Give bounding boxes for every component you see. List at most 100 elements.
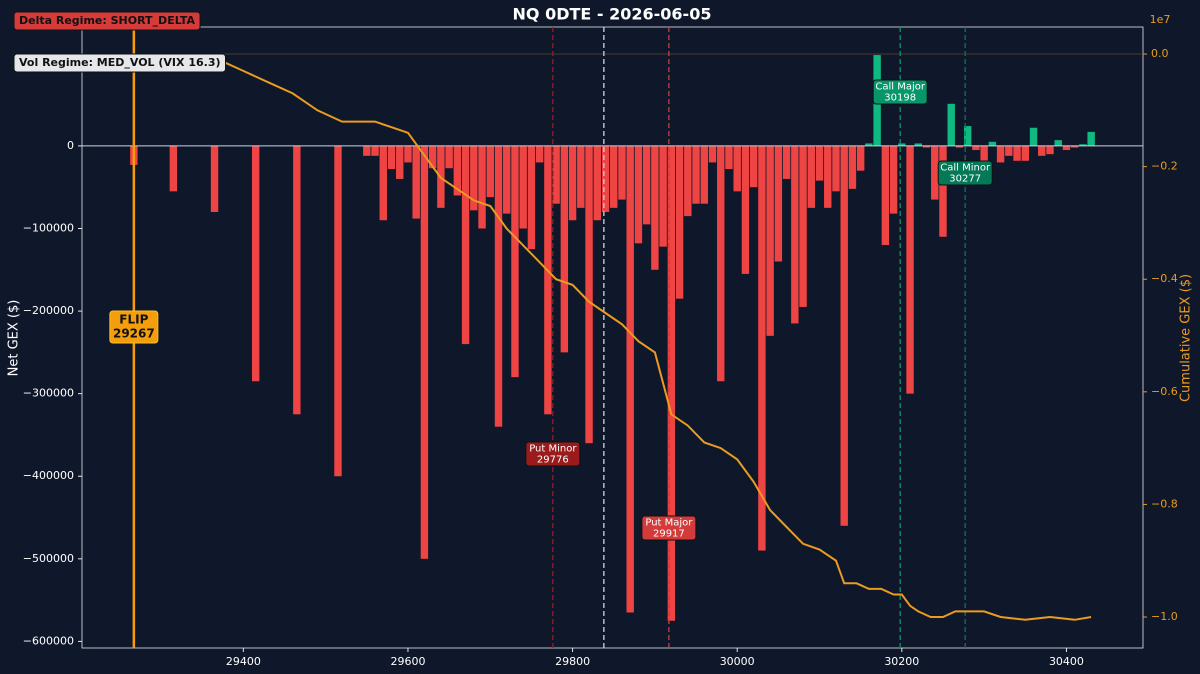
plot-area xyxy=(81,26,1144,649)
bar xyxy=(807,145,815,208)
y2-tick-label: −1.0 xyxy=(1151,610,1178,623)
level-value: 30198 xyxy=(884,93,916,104)
y-tick-label: −100000 xyxy=(23,221,74,234)
bar xyxy=(922,145,931,148)
bar xyxy=(692,145,700,204)
bar xyxy=(939,145,947,237)
level-label-box xyxy=(872,79,928,105)
bar xyxy=(708,145,717,163)
level-label-box xyxy=(525,441,581,467)
bar xyxy=(1054,140,1062,146)
bar xyxy=(1013,145,1021,161)
bar xyxy=(856,145,865,171)
y2-tick-label: 0.0 xyxy=(1151,47,1169,60)
level-name: Call Major xyxy=(875,82,925,93)
bar xyxy=(210,145,219,212)
bar xyxy=(593,145,601,221)
bar xyxy=(758,145,766,551)
level-name: Put Minor xyxy=(529,444,577,455)
bar xyxy=(996,145,1005,163)
bar xyxy=(1070,145,1079,148)
bar xyxy=(749,145,758,188)
bar xyxy=(782,145,791,179)
bar xyxy=(387,145,396,170)
y-tick-label: −200000 xyxy=(23,304,74,317)
y2-tick-label: −0.6 xyxy=(1151,385,1178,398)
bar xyxy=(601,145,610,212)
bar xyxy=(791,145,799,324)
level-value: 29776 xyxy=(537,455,569,466)
regime-badge xyxy=(13,11,201,31)
bar xyxy=(642,145,651,225)
cumulative-line xyxy=(218,58,1092,621)
bar xyxy=(799,145,807,307)
y-tick-label: 0 xyxy=(67,139,74,152)
bar xyxy=(1038,145,1046,156)
bar xyxy=(169,145,178,192)
bar xyxy=(675,145,684,299)
y-axis-label: Net GEX ($) xyxy=(7,300,22,377)
bar xyxy=(848,145,857,189)
bar xyxy=(618,145,626,200)
bar xyxy=(1005,145,1013,156)
bar xyxy=(478,145,486,229)
y2-tick-label: −0.2 xyxy=(1151,160,1178,173)
bar xyxy=(334,145,342,477)
bar xyxy=(1029,127,1038,146)
bar xyxy=(428,145,437,169)
x-tick-label: 30200 xyxy=(884,655,919,668)
bar xyxy=(824,145,832,208)
bar xyxy=(293,145,301,415)
bar xyxy=(412,145,420,219)
bar xyxy=(626,145,634,613)
bar xyxy=(898,143,906,146)
bar xyxy=(251,145,260,382)
bar xyxy=(889,145,898,214)
bar xyxy=(486,145,494,198)
bar xyxy=(1062,145,1071,151)
x-tick-label: 30400 xyxy=(1049,655,1084,668)
bar xyxy=(906,145,914,394)
y2-axis-label: Cumulative GEX ($) xyxy=(1179,274,1194,402)
x-tick-label: 29800 xyxy=(555,655,590,668)
regime-badge-text: Vol Regime: MED_VOL (VIX 16.3) xyxy=(19,56,221,69)
bar xyxy=(568,145,577,221)
bar xyxy=(379,145,387,221)
bar xyxy=(963,126,972,146)
y2-tick-label: −0.8 xyxy=(1151,497,1178,510)
bar xyxy=(503,145,511,214)
bar xyxy=(947,103,955,146)
y2-offset: 1e7 xyxy=(1150,13,1171,26)
bar xyxy=(955,145,964,148)
bar xyxy=(733,145,741,192)
bar xyxy=(560,145,569,353)
bar xyxy=(577,145,585,208)
y-tick-label: −500000 xyxy=(23,552,74,565)
bar xyxy=(511,145,519,378)
bar xyxy=(988,141,997,146)
x-tick-label: 30000 xyxy=(720,655,755,668)
x-tick-label: 29400 xyxy=(226,655,261,668)
level-value: 29267 xyxy=(113,327,155,341)
bar xyxy=(470,145,478,211)
bar xyxy=(535,145,544,163)
bar xyxy=(1087,131,1095,146)
bar xyxy=(840,145,848,526)
chart-title: NQ 0DTE - 2026-06-05 xyxy=(513,5,712,24)
bar xyxy=(931,145,939,200)
y-tick-label: −600000 xyxy=(23,634,74,647)
regime-badge xyxy=(13,53,227,73)
level-value: 30277 xyxy=(949,174,981,185)
level-name: Put Major xyxy=(645,518,693,529)
bar xyxy=(1046,145,1054,155)
bar xyxy=(404,145,412,163)
y-tick-label: −400000 xyxy=(23,469,74,482)
bar xyxy=(815,145,824,181)
bar xyxy=(832,145,840,192)
bar xyxy=(725,145,733,170)
bar xyxy=(445,145,453,169)
bar xyxy=(651,145,659,270)
bar xyxy=(741,145,750,274)
bar xyxy=(972,145,980,151)
